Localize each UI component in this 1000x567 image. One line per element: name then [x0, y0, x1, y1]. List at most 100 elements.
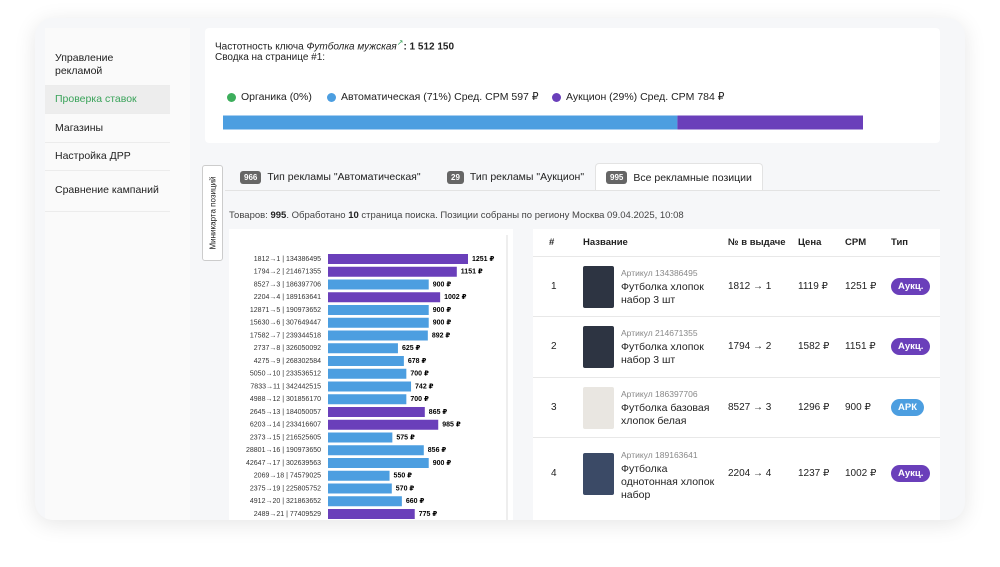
- product-image: [583, 266, 614, 308]
- legend-dot: [552, 92, 561, 102]
- menu-item[interactable]: Сравнение кампаний: [45, 170, 170, 212]
- bar: [328, 292, 441, 303]
- table-row[interactable]: 4 Артикул 189163641 Футболка однотонная хл…: [533, 437, 940, 520]
- rank: 1: [551, 281, 557, 292]
- bar: [328, 470, 390, 481]
- column-header: Тип: [891, 237, 909, 248]
- keyword: Футболка мужская: [306, 41, 397, 53]
- minimap-toggle[interactable]: Миникарта позиций: [202, 165, 223, 261]
- bar-value-label: 660 ₽: [406, 498, 425, 505]
- legend-label: Органика (0%): [241, 91, 312, 103]
- keyword-label: Частотность ключа: [215, 41, 304, 53]
- column-header: #: [549, 237, 555, 248]
- y-tick-label: 2204→4 | 189163641: [254, 294, 321, 301]
- bar: [328, 483, 392, 494]
- status-part: 10: [348, 210, 359, 221]
- bar: [328, 279, 429, 290]
- bar: [328, 394, 407, 405]
- y-tick-label: 2375→19 | 225805752: [250, 485, 321, 492]
- y-tick-label: 15630→6 | 307649447: [250, 320, 321, 327]
- product-info: Артикул 189163641 Футболка однотонная хло…: [621, 450, 716, 502]
- bar-value-label: 985 ₽: [442, 422, 461, 429]
- product-name: Футболка хлопок набор 3 шт: [621, 341, 704, 366]
- bar-value-label: 865 ₽: [429, 409, 448, 416]
- tab[interactable]: 995 Все рекламные позиции: [595, 163, 763, 191]
- y-tick-label: 2737→8 | 326050092: [254, 345, 321, 352]
- sidebar: Управление рекламой Проверка ставок Магази…: [45, 28, 190, 520]
- bar: [328, 317, 429, 328]
- tab[interactable]: 966 Тип рекламы "Автоматическая": [230, 163, 431, 191]
- bar-value-label: 570 ₽: [396, 485, 415, 492]
- product-info: Артикул 186397706 Футболка базовая хлопок…: [621, 389, 716, 428]
- position: 8527 → 3: [728, 402, 772, 413]
- legend-dot: [327, 92, 336, 102]
- menu-item[interactable]: Настройка ДРР: [45, 143, 170, 171]
- article[interactable]: Артикул 186397706: [621, 389, 698, 399]
- column-header: № в выдаче: [728, 237, 786, 248]
- tab-divider: [225, 190, 940, 191]
- bar: [328, 407, 425, 417]
- product-name: Футболка базовая хлопок белая: [621, 402, 710, 427]
- bar: [328, 343, 398, 354]
- legend-label: Аукцион (29%) Сред. CPM 784 ₽: [566, 91, 725, 103]
- bar: [328, 509, 415, 519]
- type-badge: Аукц.: [891, 278, 931, 295]
- bar: [328, 458, 429, 468]
- bar: [328, 432, 393, 443]
- product-image: [583, 453, 614, 495]
- column-header: Название: [583, 237, 628, 248]
- tab[interactable]: 29 Тип рекламы "Аукцион": [437, 163, 594, 191]
- bar-value-label: 892 ₽: [432, 332, 451, 339]
- y-tick-label: 2489→21 | 77409529: [254, 511, 321, 518]
- tab-count: 29: [447, 170, 464, 184]
- bar-value-label: 678 ₽: [408, 358, 427, 365]
- share-segment: [677, 115, 863, 130]
- price: 1119 ₽: [798, 281, 828, 292]
- rank: 2: [551, 341, 557, 352]
- bar: [328, 445, 424, 456]
- menu-item[interactable]: Магазины: [45, 115, 170, 143]
- table-row[interactable]: 2 Артикул 214671355 Футболка хлопок набор …: [533, 316, 940, 378]
- bar: [328, 254, 468, 264]
- bar-value-label: 856 ₽: [428, 447, 447, 454]
- cpm: 900 ₽: [845, 402, 871, 413]
- type-badge: Аукц.: [891, 465, 931, 482]
- status-part: 995: [270, 210, 287, 221]
- legend-item: Аукцион (29%) Сред. CPM 784 ₽: [552, 91, 724, 103]
- y-tick-label: 17582→7 | 239344518: [250, 332, 321, 339]
- price: 1237 ₽: [798, 468, 830, 479]
- y-tick-label: 28801→16 | 190973650: [246, 447, 321, 454]
- article[interactable]: Артикул 214671355: [621, 328, 698, 338]
- link-icon[interactable]: ↗: [396, 38, 404, 47]
- product-image: [583, 326, 614, 368]
- bar-value-label: 625 ₽: [402, 345, 421, 352]
- y-tick-label: 12871→5 | 190973652: [250, 307, 321, 314]
- bar: [328, 266, 457, 277]
- tab-count: 995: [606, 171, 628, 184]
- column-header: CPM: [845, 237, 867, 248]
- y-tick-label: 5050→10 | 233536512: [250, 371, 321, 378]
- table-row[interactable]: 3 Артикул 186397706 Футболка базовая хлопо…: [533, 377, 940, 438]
- price: 1296 ₽: [798, 402, 830, 413]
- menu-item[interactable]: Управление рекламой: [45, 44, 170, 86]
- article[interactable]: Артикул 189163641: [621, 450, 698, 460]
- menu-item[interactable]: Проверка ставок: [45, 86, 170, 114]
- status-part: Товаров:: [229, 210, 271, 221]
- share-segment: [223, 115, 678, 130]
- table-row[interactable]: 1 Артикул 134386495 Футболка хлопок набор …: [533, 256, 940, 317]
- tab-label: Все рекламные позиции: [633, 171, 752, 184]
- y-tick-label: 4988→12 | 301856170: [250, 396, 321, 403]
- minimap-label: Миникарта позиций: [208, 176, 217, 250]
- status-part: страница поиска. Позиции собраны по реги…: [358, 210, 684, 221]
- y-tick-label: 1794→2 | 214671355: [254, 269, 321, 276]
- bar-value-label: 700 ₽: [410, 371, 429, 378]
- y-tick-label: 2069→18 | 74579025: [254, 473, 321, 480]
- article[interactable]: Артикул 134386495: [621, 268, 698, 278]
- bar-value-label: 575 ₽: [396, 434, 415, 441]
- summary-title: Сводка на странице #1:: [215, 52, 326, 63]
- bar-value-label: 700 ₽: [410, 396, 429, 403]
- bar: [328, 356, 404, 366]
- y-tick-label: 2373→15 | 216525605: [250, 434, 321, 441]
- legend-label: Автоматическая (71%) Сред. CPM 597 ₽: [341, 91, 539, 103]
